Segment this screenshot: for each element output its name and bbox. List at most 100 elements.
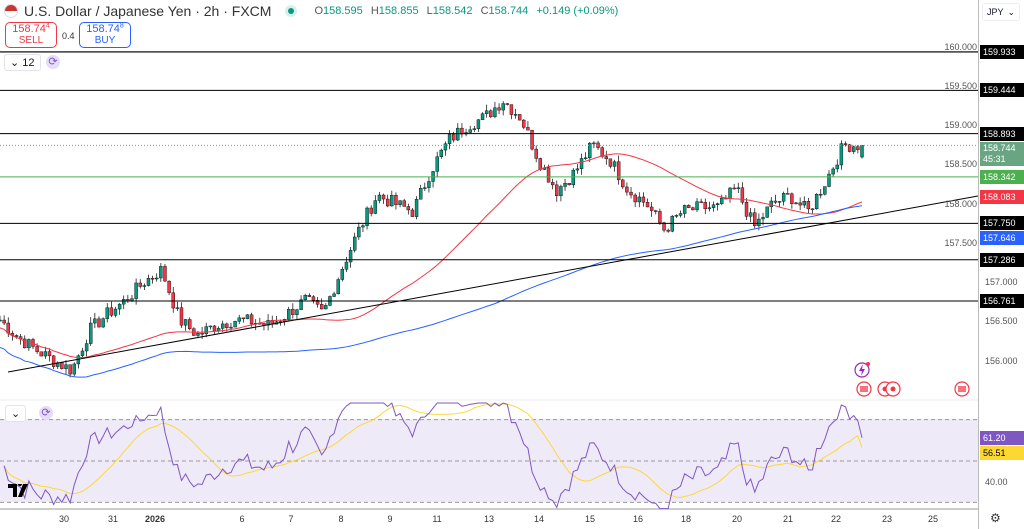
candle (629, 186, 633, 199)
candle (146, 274, 151, 287)
price-axis[interactable]: 159.933 159.444 158.893 158.744 45:31 158.342… (944, 0, 1024, 529)
candle-body (150, 278, 155, 280)
us-economic-event-icon[interactable] (954, 381, 970, 397)
sell-button[interactable]: 158.744 SELL (5, 22, 57, 48)
candles (0, 101, 864, 378)
candle (476, 119, 481, 133)
candle (117, 303, 122, 315)
time-tick-label: 21 (783, 514, 793, 524)
economic-event-icon[interactable] (885, 381, 901, 397)
candle-body (538, 158, 542, 170)
candle (633, 193, 637, 208)
time-tick-label: 31 (108, 514, 118, 524)
price-tick-label: 159.000 (944, 120, 977, 131)
candle-body (315, 300, 320, 305)
candle (860, 145, 864, 159)
lightning-event-icon[interactable] (854, 362, 870, 378)
sell-price-pip: 4 (45, 22, 50, 30)
candle-body (439, 149, 444, 157)
candle (188, 317, 192, 331)
candle (839, 140, 844, 170)
candle (517, 114, 522, 121)
candle (691, 206, 695, 211)
candle (352, 232, 357, 253)
candle-body (715, 203, 720, 205)
candle-body (443, 143, 448, 151)
candle-body (171, 292, 175, 309)
candle-body (480, 113, 485, 120)
time-tick-label: 8 (338, 514, 343, 524)
candle (381, 193, 386, 204)
candle (373, 195, 378, 215)
candle (212, 324, 217, 335)
candle-body (122, 299, 126, 305)
candle (616, 155, 621, 185)
candle-body (563, 183, 567, 187)
candle-body (394, 195, 398, 205)
price-chart[interactable]: 30 31 2026 6 7 8 9 11 13 14 15 16 18 20 21 22 23 25 (0, 0, 978, 529)
candle-body (134, 282, 138, 299)
candle (295, 308, 299, 320)
candle-body (740, 187, 745, 203)
rsi-reload-icon[interactable]: ⟳ (39, 406, 53, 420)
symbol-title[interactable]: U.S. Dollar / Japanese Yen · 2h · FXCM (24, 3, 272, 19)
buy-button[interactable]: 158.748 BUY (79, 22, 131, 48)
candle (315, 296, 320, 308)
candle-body (410, 209, 415, 217)
candle (744, 198, 749, 220)
candle-body (365, 207, 369, 226)
candle (497, 103, 501, 115)
candle-body (633, 194, 637, 203)
rsi-tick-label: 40.00 (985, 476, 1008, 487)
rsi-collapse-button[interactable]: ⌄ (5, 405, 27, 422)
level-price-tag: 159.933 (980, 44, 1024, 59)
reload-icon[interactable]: ⟳ (46, 55, 60, 69)
candle-body (588, 142, 592, 159)
candle-body (468, 129, 472, 133)
settings-icon[interactable]: ⚙ (990, 511, 1001, 525)
candle-body (509, 104, 514, 115)
candle (134, 278, 138, 305)
candle (649, 202, 654, 217)
candle-body (505, 103, 510, 105)
candle (406, 203, 411, 215)
candle (365, 206, 369, 230)
candle-body (513, 114, 518, 116)
candle-body (555, 184, 559, 197)
candle-body (233, 321, 237, 328)
candle-body (596, 142, 600, 148)
currency-select[interactable]: JPY ⌄ (982, 3, 1020, 21)
candle (398, 200, 402, 208)
candle-body (567, 183, 571, 186)
price-tick-label: 156.500 (985, 316, 1018, 327)
candle (831, 166, 835, 177)
candle-body (522, 119, 526, 128)
candle-body (142, 285, 147, 287)
candle (150, 275, 155, 284)
candle-body (155, 277, 159, 280)
rsi-ma-value-tag: 56.51 (980, 445, 1024, 460)
candle (101, 317, 105, 328)
candle-body (493, 107, 497, 117)
candle-body (625, 186, 629, 193)
buy-price: 158.74 (86, 23, 120, 35)
candle-body (390, 195, 394, 207)
candle (608, 158, 613, 169)
indicators-toggle[interactable]: ⌄ 12 (4, 54, 41, 71)
candle (484, 104, 489, 118)
candle (427, 177, 431, 193)
candle-body (237, 317, 241, 322)
ma-slow-tag: 157.646 (980, 231, 1024, 246)
us-economic-event-icon[interactable] (856, 381, 872, 397)
candle (546, 164, 551, 183)
candle-body (773, 200, 778, 203)
candle-body (373, 200, 378, 214)
candle-body (534, 148, 538, 159)
candle (810, 208, 815, 214)
price-tick-label: 156.000 (985, 355, 1018, 366)
candle-body (819, 193, 823, 196)
trendline (7, 195, 978, 373)
tradingview-logo (8, 484, 28, 497)
lightning-glyph (859, 364, 865, 376)
candle (324, 303, 328, 310)
